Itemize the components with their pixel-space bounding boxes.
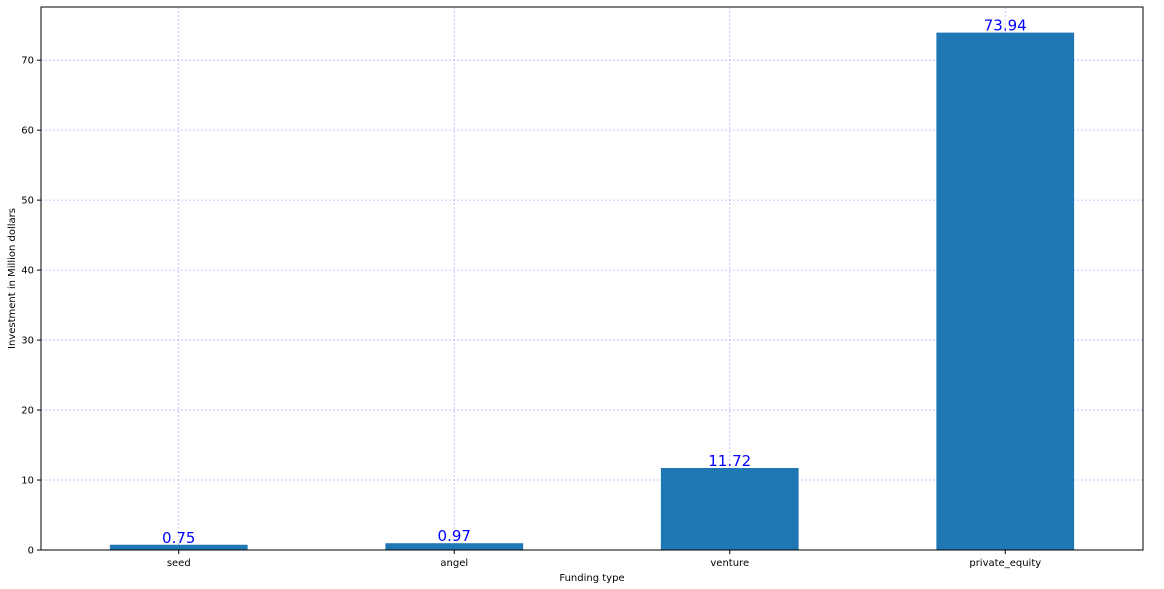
y-tick-label: 60: [21, 126, 34, 137]
data-label-angel: 0.97: [438, 527, 471, 545]
bar-angel: [385, 543, 524, 550]
y-axis-ticks: 0 10 20 30 40 50 60 70: [21, 56, 41, 557]
y-axis-title: Investment in Million dollars: [7, 208, 18, 349]
y-tick-label: 40: [21, 266, 34, 277]
y-tick-label: 20: [21, 406, 34, 417]
bar-seed: [109, 544, 248, 550]
x-axis-ticks: seed angel venture private_equity: [167, 550, 1041, 569]
y-tick-label: 30: [21, 336, 34, 347]
data-labels: 0.75 0.97 11.72 73.94: [162, 17, 1027, 547]
bar-venture: [660, 467, 799, 550]
x-tick-label: venture: [710, 558, 749, 569]
y-tick-label: 50: [21, 196, 34, 207]
y-tick-label: 70: [21, 56, 34, 67]
bar-private_equity: [936, 32, 1075, 550]
x-tick-label: seed: [167, 558, 191, 569]
y-tick-label: 10: [21, 476, 34, 487]
x-tick-label: private_equity: [969, 558, 1041, 569]
y-tick-label: 0: [28, 546, 34, 557]
data-label-seed: 0.75: [162, 529, 195, 547]
bars: [109, 32, 1075, 550]
data-label-venture: 11.72: [708, 452, 751, 470]
x-tick-label: angel: [440, 558, 468, 569]
plot-frame: [40, 6, 1144, 551]
x-axis-title: Funding type: [559, 573, 624, 584]
data-label-private_equity: 73.94: [984, 17, 1027, 35]
